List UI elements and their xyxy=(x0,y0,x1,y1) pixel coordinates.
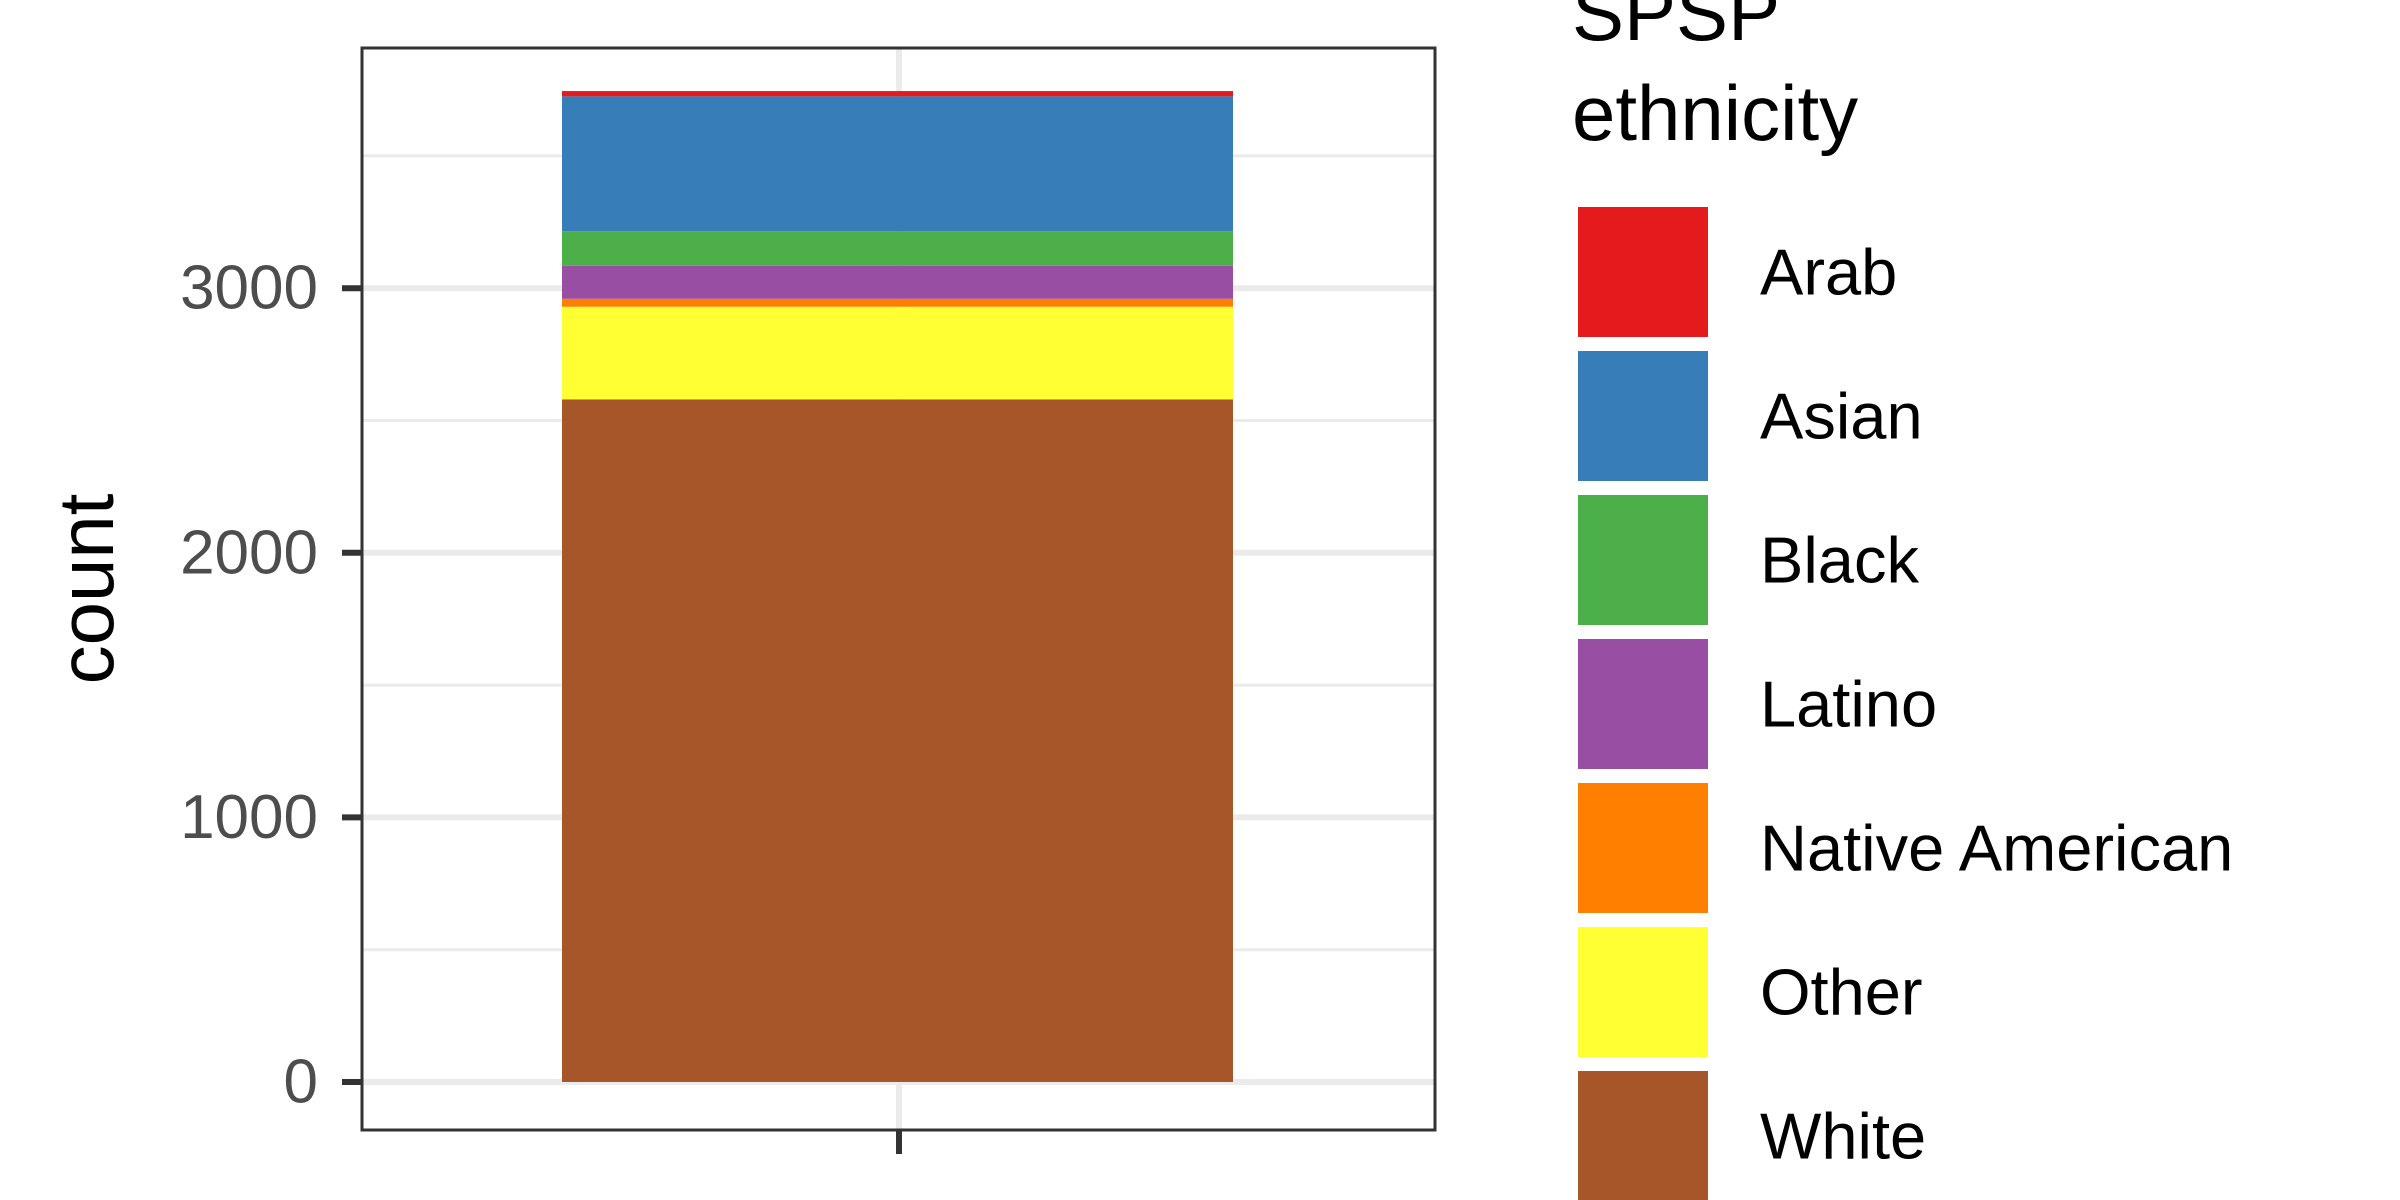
legend-key-arab xyxy=(1578,207,1708,337)
bar-segment-black xyxy=(562,231,1233,266)
y-tick-label: 2000 xyxy=(180,518,318,587)
bar-segments xyxy=(562,91,1233,1082)
legend-key-other xyxy=(1578,927,1708,1057)
legend-label-asian: Asian xyxy=(1760,380,1923,453)
legend-label-black: Black xyxy=(1760,524,1919,597)
bar-segment-arab xyxy=(562,91,1233,97)
legend-key-white xyxy=(1578,1071,1708,1200)
legend-key-native-american xyxy=(1578,783,1708,913)
legend-key-latino xyxy=(1578,639,1708,769)
bar-segment-native-american xyxy=(562,298,1233,307)
legend-label-arab: Arab xyxy=(1760,236,1897,309)
legend: SPSP ethnicity Arab Asian Black Latino Nativ… xyxy=(1572,0,2233,1200)
y-tick-label: 1000 xyxy=(180,783,318,852)
legend-label-white: White xyxy=(1760,1100,1926,1173)
bar-segment-other xyxy=(562,306,1233,400)
legend-label-other: Other xyxy=(1760,956,1923,1029)
legend-label-native-american: Native American xyxy=(1760,812,2233,885)
bar-segment-latino xyxy=(562,265,1233,299)
bar-segment-asian xyxy=(562,96,1233,232)
y-axis: 0 1000 2000 3000 xyxy=(180,254,362,1117)
legend-title-line-1: SPSP xyxy=(1572,0,1780,57)
legend-key-asian xyxy=(1578,351,1708,481)
bar-segment-white xyxy=(562,399,1233,1082)
y-tick-label: 0 xyxy=(284,1048,318,1117)
y-axis-title: count xyxy=(42,493,130,684)
legend-key-black xyxy=(1578,495,1708,625)
legend-label-latino: Latino xyxy=(1760,668,1937,741)
y-tick-label: 3000 xyxy=(180,254,318,323)
legend-title-line-2: ethnicity xyxy=(1572,69,1858,157)
